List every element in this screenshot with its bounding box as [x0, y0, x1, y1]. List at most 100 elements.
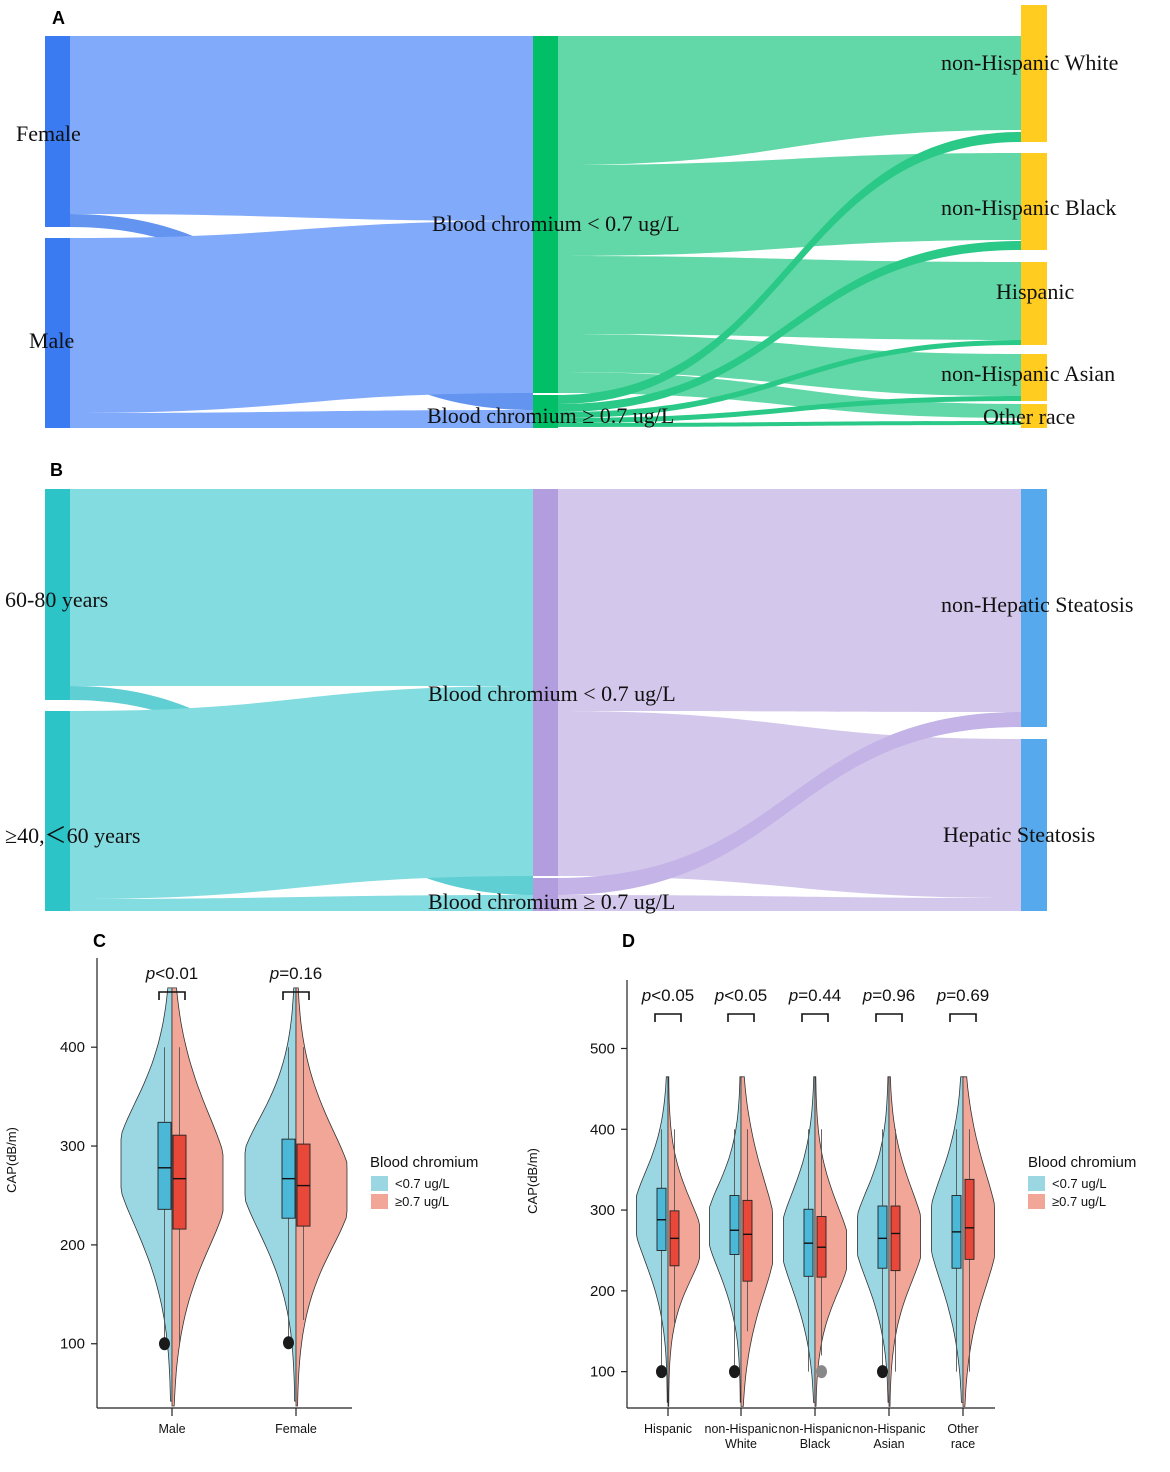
- significance-bracket: [282, 991, 310, 1000]
- flow-younger-high: [70, 895, 533, 911]
- label-chromium-high-a: Blood chromium ≥ 0.7 ug/L: [427, 403, 674, 428]
- box-low: [729, 1195, 740, 1255]
- outlier-point: [729, 1365, 740, 1379]
- significance-bracket: [654, 1013, 682, 1022]
- y-tick-label: 400: [60, 1039, 85, 1056]
- flow-high-nonhep: [558, 712, 1021, 895]
- violin-high: [814, 1076, 847, 1407]
- x-tick-label: Asian: [873, 1437, 904, 1451]
- panel-c-plot-area: p<0.01 p=0.16: [120, 964, 348, 1407]
- label-female: Female: [16, 121, 81, 146]
- flow-high-hep: [558, 895, 1021, 911]
- flow-low-white: [558, 36, 1021, 165]
- significance-bracket: [949, 1013, 977, 1022]
- outlier-point: [159, 1337, 170, 1351]
- box-high: [964, 1178, 975, 1260]
- label-chromium-low-a: Blood chromium < 0.7 ug/L: [432, 211, 680, 236]
- label-male: Male: [29, 328, 74, 353]
- node-male: [45, 238, 70, 428]
- panel-b-flows-right: [558, 489, 1021, 911]
- violin-high: [295, 987, 348, 1407]
- panel-d-legend: Blood chromium <0.7 ug/L ≥0.7 ug/L: [1028, 1154, 1136, 1209]
- panel-d-legend-swatch-low: [1028, 1176, 1045, 1191]
- panel-d-legend-high: ≥0.7 ug/L: [1052, 1194, 1106, 1209]
- flow-high-other: [558, 421, 1021, 427]
- x-tick-label: non-Hispanic: [705, 1422, 778, 1436]
- panel-c-legend-title: Blood chromium: [370, 1154, 478, 1171]
- x-tick-label: Female: [275, 1422, 317, 1436]
- node-hep: [1021, 739, 1047, 911]
- x-tick-label: Hispanic: [644, 1422, 692, 1436]
- p-value-label: p=0.44: [788, 986, 841, 1005]
- violin-low: [636, 1076, 669, 1403]
- node-race-asian: [1021, 354, 1047, 401]
- panel-d-legend-swatch-high: [1028, 1194, 1045, 1209]
- panel-c-legend: Blood chromium <0.7 ug/L ≥0.7 ug/L: [370, 1154, 478, 1209]
- violin-low: [709, 1076, 742, 1403]
- outlier-point: [656, 1365, 667, 1379]
- outlier-point: [283, 1336, 294, 1350]
- node-age-younger: [45, 711, 70, 911]
- panel-c-legend-swatch-high: [371, 1194, 388, 1209]
- x-tick-label: Black: [800, 1437, 831, 1451]
- flow-male-low: [70, 221, 533, 413]
- p-value-label: p=0.96: [862, 986, 915, 1005]
- box-high: [742, 1199, 753, 1282]
- label-age-younger: ≥40,＜60 years: [5, 823, 141, 848]
- panel-c-legend-low: <0.7 ug/L: [395, 1176, 450, 1191]
- y-tick-label: 300: [590, 1202, 615, 1219]
- label-chromium-high-b: Blood chromium ≥ 0.7 ug/L: [428, 889, 675, 914]
- label-race-other: Other race: [983, 404, 1075, 429]
- violin-high: [171, 987, 224, 1407]
- significance-bracket: [727, 1013, 755, 1022]
- violin-low: [857, 1076, 890, 1403]
- label-chromium-low-b: Blood chromium < 0.7 ug/L: [428, 681, 676, 706]
- p-value-label: p<0.01: [145, 964, 198, 983]
- label-hep: Hepatic Steatosis: [943, 822, 1095, 847]
- violin-low: [931, 1076, 964, 1403]
- node-female: [45, 36, 70, 227]
- flow-high-asian: [558, 396, 1021, 423]
- x-tick-label: White: [725, 1437, 757, 1451]
- flow-older-low: [70, 489, 533, 686]
- node-chromium-low-b: [533, 489, 558, 876]
- label-age-older: 60-80 years: [5, 587, 108, 612]
- x-tick-label: race: [951, 1437, 975, 1451]
- x-tick-label: Male: [158, 1422, 185, 1436]
- significance-bracket: [158, 991, 186, 1000]
- flow-low-other: [558, 372, 1021, 418]
- panel-d-legend-low: <0.7 ug/L: [1052, 1176, 1107, 1191]
- box-low: [157, 1121, 172, 1210]
- flow-low-hispanic: [558, 256, 1021, 340]
- panel-a-label: A: [52, 8, 65, 28]
- violin-high: [888, 1076, 921, 1407]
- panel-b-sankey: B 60-80 years ≥40,＜60 years Blood chromi…: [5, 460, 1133, 914]
- panel-a-sankey: A: [16, 5, 1118, 429]
- p-value-label: p=0.69: [936, 986, 989, 1005]
- y-tick-label: 200: [60, 1237, 85, 1254]
- flow-low-black: [558, 153, 1021, 256]
- y-tick-label: 200: [590, 1283, 615, 1300]
- box-high: [172, 1134, 187, 1230]
- panel-b-label: B: [50, 460, 63, 480]
- box-low: [877, 1205, 888, 1269]
- node-chromium-low-a: [533, 36, 558, 393]
- panel-b-flows-left: [70, 489, 533, 911]
- p-value-label: p<0.05: [714, 986, 767, 1005]
- node-race-hispanic: [1021, 262, 1047, 345]
- panel-a-flows-left: [70, 36, 533, 428]
- violin-low: [120, 987, 173, 1402]
- panel-c-legend-swatch-low: [371, 1176, 388, 1191]
- label-race-black: non-Hispanic Black: [941, 195, 1116, 220]
- flow-low-nonhep: [558, 489, 1021, 712]
- outlier-point: [877, 1365, 888, 1379]
- flow-low-asian: [558, 334, 1021, 396]
- p-value-label: p=0.16: [269, 964, 322, 983]
- flow-male-high: [70, 410, 533, 428]
- label-race-hispanic: Hispanic: [996, 279, 1074, 304]
- significance-bracket: [875, 1013, 903, 1022]
- panel-c-ylabel: CAP(dB/m): [4, 1127, 19, 1193]
- node-chromium-high-a: [533, 395, 558, 428]
- x-tick-label: non-Hispanic: [779, 1422, 852, 1436]
